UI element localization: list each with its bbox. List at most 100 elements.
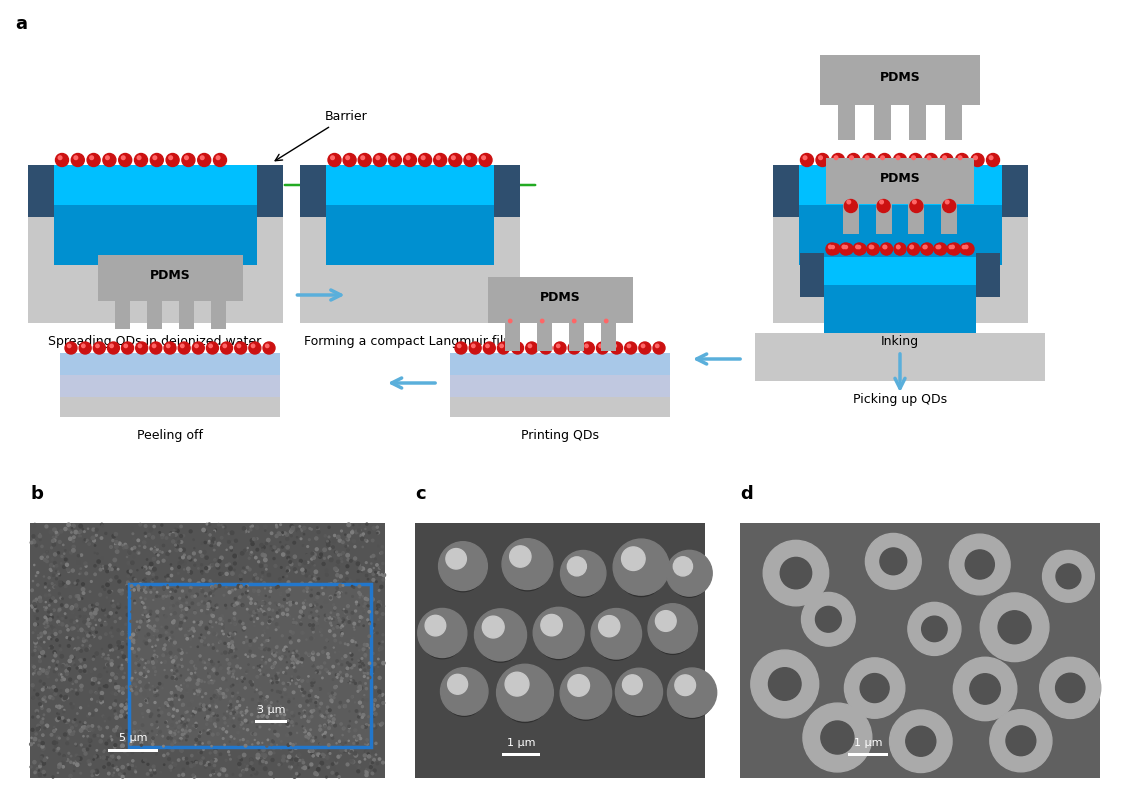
Circle shape	[217, 672, 220, 675]
Circle shape	[198, 562, 200, 564]
Circle shape	[259, 687, 261, 688]
Circle shape	[155, 594, 156, 596]
Circle shape	[382, 579, 384, 581]
Circle shape	[484, 342, 495, 354]
Circle shape	[224, 722, 226, 724]
Circle shape	[35, 646, 36, 648]
Circle shape	[192, 715, 193, 717]
Circle shape	[38, 740, 41, 741]
Circle shape	[354, 754, 357, 757]
Circle shape	[263, 558, 267, 561]
Circle shape	[301, 657, 304, 661]
Circle shape	[147, 619, 148, 620]
Circle shape	[243, 589, 244, 591]
Circle shape	[165, 607, 168, 611]
Circle shape	[133, 696, 136, 699]
Circle shape	[249, 660, 251, 662]
Circle shape	[349, 579, 351, 581]
Circle shape	[368, 672, 372, 676]
Circle shape	[360, 733, 364, 736]
Circle shape	[226, 699, 228, 703]
Circle shape	[236, 649, 237, 651]
Circle shape	[211, 700, 214, 703]
Circle shape	[273, 531, 276, 533]
Circle shape	[302, 667, 305, 670]
Circle shape	[354, 557, 357, 560]
Circle shape	[186, 762, 189, 764]
Circle shape	[205, 592, 207, 596]
Circle shape	[373, 714, 375, 717]
Circle shape	[305, 711, 307, 712]
Circle shape	[333, 619, 336, 620]
Circle shape	[232, 700, 233, 702]
Circle shape	[319, 678, 321, 680]
Circle shape	[170, 667, 173, 670]
Circle shape	[298, 745, 302, 747]
Circle shape	[198, 688, 201, 691]
Circle shape	[349, 599, 350, 600]
Circle shape	[153, 707, 155, 710]
Circle shape	[330, 612, 331, 614]
Circle shape	[240, 624, 241, 626]
Circle shape	[221, 684, 224, 688]
Circle shape	[69, 775, 72, 777]
Circle shape	[147, 710, 150, 712]
Circle shape	[299, 762, 303, 766]
Text: 1 μm: 1 μm	[506, 738, 536, 748]
Circle shape	[226, 689, 228, 691]
Circle shape	[64, 558, 67, 561]
Bar	[909, 204, 924, 234]
Circle shape	[174, 695, 177, 697]
Circle shape	[221, 623, 223, 625]
Circle shape	[189, 633, 190, 634]
Circle shape	[290, 714, 294, 717]
Circle shape	[257, 615, 258, 616]
Circle shape	[342, 608, 345, 611]
Bar	[504, 323, 520, 351]
Circle shape	[281, 759, 285, 762]
Circle shape	[46, 757, 47, 759]
Circle shape	[52, 646, 53, 647]
Text: c: c	[415, 485, 426, 503]
Circle shape	[209, 344, 212, 347]
Circle shape	[358, 760, 360, 763]
Circle shape	[371, 697, 372, 699]
Circle shape	[298, 653, 299, 655]
Circle shape	[333, 609, 337, 612]
Circle shape	[76, 754, 78, 757]
Circle shape	[321, 587, 323, 588]
Circle shape	[260, 673, 261, 675]
Circle shape	[212, 770, 215, 773]
Circle shape	[172, 734, 174, 737]
Circle shape	[285, 707, 288, 710]
Circle shape	[259, 684, 261, 686]
Circle shape	[353, 735, 355, 737]
Circle shape	[238, 602, 240, 604]
Circle shape	[296, 723, 297, 725]
Circle shape	[338, 682, 341, 686]
Circle shape	[373, 631, 374, 633]
Circle shape	[350, 653, 353, 656]
Circle shape	[77, 580, 79, 582]
Circle shape	[351, 730, 354, 732]
Circle shape	[288, 712, 290, 715]
Circle shape	[318, 531, 320, 534]
Circle shape	[316, 573, 319, 576]
Circle shape	[47, 636, 51, 639]
Circle shape	[115, 541, 118, 543]
Circle shape	[290, 528, 294, 531]
Circle shape	[200, 156, 205, 159]
Circle shape	[214, 626, 215, 627]
Circle shape	[288, 737, 290, 739]
Circle shape	[372, 573, 374, 576]
Circle shape	[75, 680, 78, 683]
Circle shape	[191, 691, 193, 693]
Circle shape	[442, 550, 484, 592]
Circle shape	[907, 243, 919, 255]
Circle shape	[195, 761, 198, 764]
Circle shape	[502, 538, 553, 589]
Circle shape	[330, 684, 331, 687]
Circle shape	[350, 682, 351, 684]
Circle shape	[190, 706, 193, 708]
Circle shape	[128, 631, 131, 634]
